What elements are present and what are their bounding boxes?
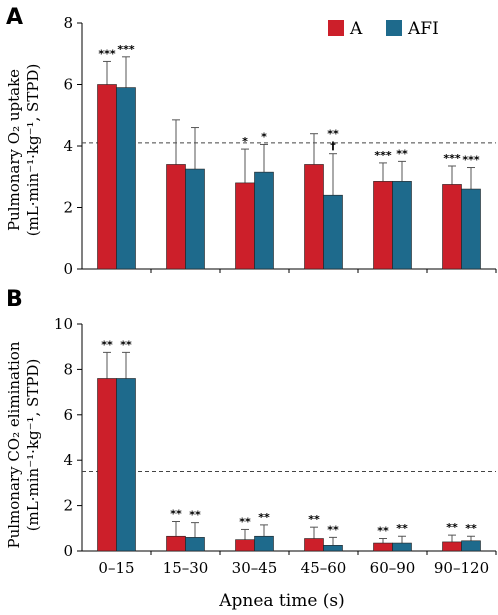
panel-b-bar-a	[166, 535, 186, 552]
panel-a-bar-afi	[323, 194, 343, 270]
x-tick-label: 90–120	[434, 559, 489, 577]
panel-b-significance-marker: **	[101, 338, 113, 351]
x-tick-label: 0–15	[98, 559, 134, 577]
panel-a-bar-a	[373, 181, 393, 270]
panel-a-bar-afi	[461, 188, 481, 270]
panel-a-significance-marker: ***	[443, 152, 461, 165]
panel-a-significance-marker: ***	[98, 47, 116, 60]
panel-b-bar-afi	[323, 545, 343, 552]
x-tick-label: 15–30	[163, 559, 209, 577]
panel-a-ytick-label: 6	[63, 76, 73, 94]
legend: A AFI	[328, 19, 439, 39]
panel-b-ytick-label: 6	[63, 406, 73, 424]
panel-a-ytick-label: 8	[63, 14, 73, 32]
panel-b-significance-marker: **	[377, 525, 389, 538]
panel-b-bar-a	[442, 541, 462, 552]
panel-a-bar-a	[442, 184, 462, 270]
panel-a-significance-marker: †	[330, 140, 336, 153]
panel-b-ytick-label: 4	[63, 451, 73, 469]
panel-b-significance-marker: **	[170, 507, 182, 520]
panel-a-ytick-label: 4	[63, 137, 73, 155]
panel-a-bar-afi	[254, 171, 274, 270]
panel-b-bar-a	[235, 539, 255, 552]
panel-b-ytick-label: 2	[63, 497, 73, 515]
legend-label-a: A	[349, 19, 363, 39]
panel-a-ytick-label: 2	[63, 199, 73, 217]
panel-b-bar-afi	[254, 535, 274, 552]
panel-b-ytick-label: 0	[63, 542, 73, 560]
panel-a-bar-a	[235, 182, 255, 270]
panel-b-bar-a	[97, 378, 117, 552]
panel-a-significance-marker: ***	[374, 149, 392, 162]
legend-swatch-a	[328, 20, 344, 36]
panel-b-bar-afi	[185, 537, 205, 552]
panel-b-chart: 0 2 4 6 8 10 ** ** 0–15 ** ** 15–30 ** ** 30–45 ** ** 45–…	[54, 315, 497, 577]
panel-a-significance-marker: ***	[462, 154, 480, 167]
panel-b-ytick-label: 10	[54, 315, 73, 333]
x-tick-label: 30–45	[232, 559, 278, 577]
panel-a-bar-afi	[185, 168, 205, 270]
panel-b-bar-afi	[116, 378, 136, 552]
panel-b-significance-marker: **	[465, 522, 477, 535]
panel-a-significance-marker: *	[261, 130, 267, 143]
panel-b-significance-marker: **	[396, 522, 408, 535]
panel-b-significance-marker: **	[258, 511, 270, 524]
panel-a-bar-a	[166, 164, 186, 270]
panel-a-bar-a	[304, 164, 324, 270]
panel-a-significance-marker: **	[396, 147, 408, 160]
panel-a-letter: A	[6, 5, 23, 30]
panel-b-ytick-label: 8	[63, 360, 73, 378]
panel-b-significance-marker: **	[120, 338, 132, 351]
panel-b-significance-marker: **	[446, 521, 458, 534]
panel-b-significance-marker: **	[189, 509, 201, 522]
panel-a-bar-afi	[116, 87, 136, 270]
panel-a-ytick-label: 0	[63, 260, 73, 278]
panel-b-bar-a	[373, 542, 393, 552]
panel-b-ylabel-line1: Pulmonary CO₂ elimination	[5, 341, 23, 548]
panel-a-bar-a	[97, 84, 117, 270]
panel-b-ylabel-line2: (mL·min⁻¹·kg⁻¹, STPD)	[24, 359, 42, 532]
x-tick-label: 45–60	[301, 559, 347, 577]
panel-a-ylabel-line1: Pulmonary O₂ uptake	[5, 69, 23, 231]
x-tick-label: 60–90	[370, 559, 416, 577]
panel-b-bar-afi	[461, 540, 481, 552]
panel-a-ylabel-line2: (mL·min⁻¹·kg⁻¹, STPD)	[24, 64, 42, 237]
panel-b-significance-marker: **	[308, 513, 320, 526]
panel-a-significance-marker: *	[242, 135, 248, 148]
x-axis-label: Apnea time (s)	[218, 591, 345, 611]
panel-a-significance-marker: ***	[117, 43, 135, 56]
legend-label-afi: AFI	[407, 19, 439, 39]
panel-b-letter: B	[6, 287, 23, 312]
panel-b-significance-marker: **	[239, 515, 251, 528]
panel-a-significance-marker: **	[327, 128, 339, 141]
panel-b-bar-a	[304, 538, 324, 552]
panel-b-significance-marker: **	[327, 523, 339, 536]
panel-a-bar-afi	[392, 181, 412, 270]
panel-b-bar-afi	[392, 542, 412, 552]
legend-swatch-afi	[386, 20, 402, 36]
